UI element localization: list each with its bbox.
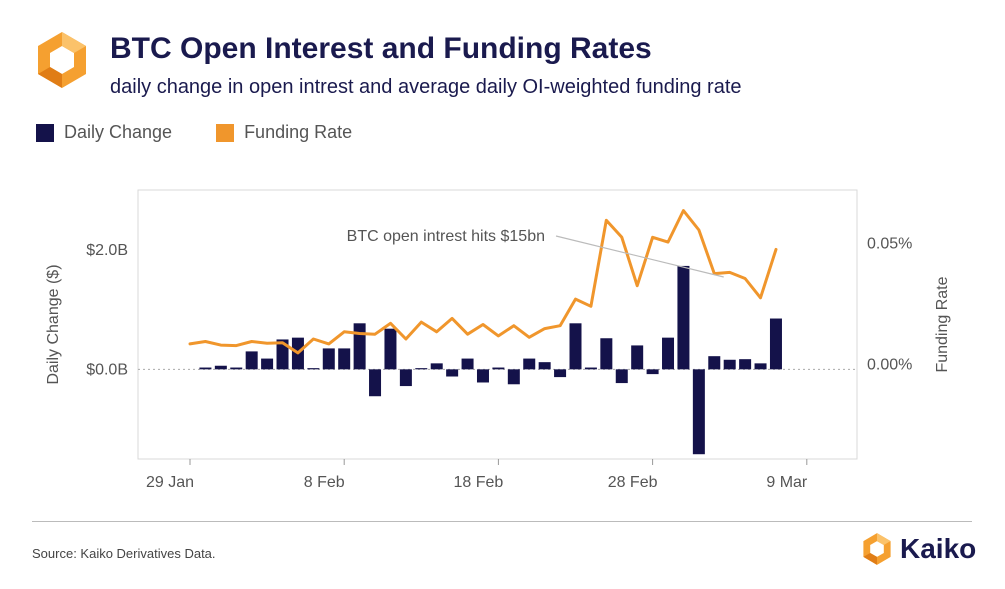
bar-daily-change [476,369,489,383]
bar-daily-change [214,365,227,370]
legend-swatch-funding-rate [216,123,235,142]
y-left-tick-label: $2.0B [86,242,128,259]
plot-frame [137,189,858,460]
funding-rate-line [188,209,778,355]
bar-daily-change [307,368,320,370]
bar-daily-change [415,368,428,370]
bar-daily-change [538,362,551,370]
y-left-axis-title: Daily Change ($) [45,264,62,384]
bar-daily-change [261,358,274,370]
bar-daily-change [446,369,459,377]
bar-daily-change [322,348,335,370]
x-tick-label: 8 Feb [304,474,345,491]
bar-daily-change [723,359,736,370]
bar-daily-change [230,367,243,370]
y-right-axis-title: Funding Rate [934,276,951,372]
bar-daily-change [276,339,289,370]
legend-item-daily-change: Daily Change [36,122,172,143]
bar-daily-change [199,367,212,370]
legend-label-daily-change: Daily Change [64,122,173,142]
bar-daily-change [523,358,536,370]
bar-daily-change [338,348,351,370]
bar-daily-change [739,359,752,370]
y-left-tick-label: $0.0B [86,361,128,378]
bar-daily-change [353,323,366,370]
bar-daily-change [584,367,597,370]
legend-swatch-daily-change [36,123,54,142]
kaiko-logo-icon [38,32,86,88]
footer-divider [32,521,972,522]
bar-daily-change [677,265,690,370]
bar-daily-change [507,369,520,385]
bar-daily-change [384,328,397,370]
annotation-label: BTC open intrest hits $15bn [347,228,545,245]
annotation-leader-line [555,235,724,278]
bar-daily-change [399,369,412,387]
bar-daily-change [245,351,258,370]
bar-daily-change [708,356,721,370]
bar-daily-change [754,363,767,370]
bar-daily-change [600,338,613,370]
legend-label-funding-rate: Funding Rate [244,122,353,142]
bar-daily-change [769,318,782,370]
bar-daily-change [569,323,582,370]
bar-daily-change [492,367,505,370]
x-tick-label: 28 Feb [608,474,658,491]
bar-daily-change [631,345,644,370]
source-note: Source: Kaiko Derivatives Data. [32,546,216,561]
legend-item-funding-rate: Funding Rate [216,122,352,143]
page-title: BTC Open Interest and Funding Rates [110,32,652,65]
bar-daily-change [369,369,382,397]
brand-name: Kaiko [900,533,977,564]
bar-daily-change [662,337,675,370]
bar-daily-change [554,369,567,378]
bar-daily-change [692,369,705,455]
y-right-tick-label: 0.00% [867,356,912,373]
bar-daily-change [615,369,628,384]
bar-daily-change [430,363,443,370]
page-subtitle: daily change in open intrest and average… [110,76,742,98]
x-tick-label: 18 Feb [453,474,503,491]
brand-mark: Kaiko [860,532,976,566]
bar-daily-change [646,369,659,375]
y-right-tick-label: 0.05% [867,235,912,252]
bar-daily-change [461,358,474,370]
x-tick-label: 9 Mar [766,474,808,491]
chart-legend: Daily Change Funding Rate [36,122,396,143]
x-tick-label: 29 Jan [146,474,194,491]
kaiko-brand-icon [863,533,891,565]
